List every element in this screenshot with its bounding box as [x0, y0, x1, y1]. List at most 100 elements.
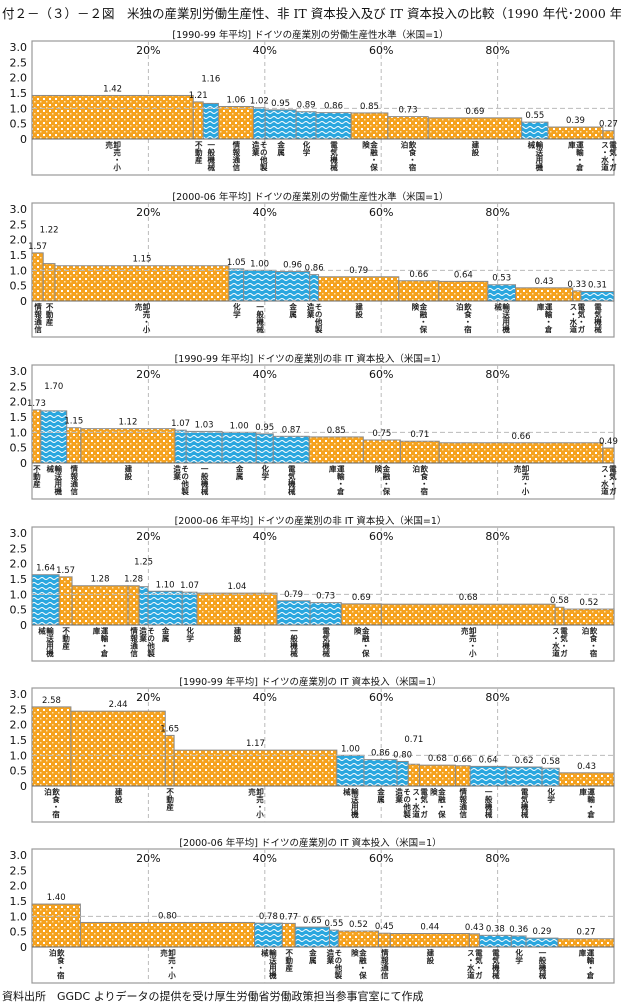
- y-tick-label: 1.0: [10, 426, 28, 439]
- category-label: 卸売・小売: [104, 141, 122, 171]
- data-label: 0.80: [158, 911, 177, 921]
- data-label: 0.68: [428, 754, 447, 764]
- data-label: 0.66: [453, 755, 472, 765]
- y-tick-label: 0: [20, 619, 27, 632]
- data-label: 0.96: [283, 261, 302, 271]
- category-label: 飲食・宿泊: [580, 627, 598, 657]
- bar: [308, 436, 364, 464]
- category-label: 化学: [514, 949, 524, 964]
- y-tick-label: 0: [20, 457, 27, 470]
- bar: [221, 431, 257, 464]
- data-label: 0.77: [279, 912, 298, 922]
- category-label: その他製造業: [172, 465, 190, 495]
- category-label: 金属: [288, 303, 298, 318]
- data-label: 0.65: [303, 916, 322, 926]
- category-label: 電気機械: [491, 949, 501, 979]
- data-label: 1.17: [246, 739, 265, 749]
- x-tick-label: 20%: [136, 44, 160, 57]
- data-label: 1.00: [250, 259, 269, 269]
- bar: [396, 760, 409, 787]
- data-label: 0.75: [372, 429, 391, 439]
- data-label: 1.42: [103, 84, 122, 94]
- category-label: その他製造業: [394, 788, 412, 818]
- category-label: 電気・ガス・水道: [600, 465, 618, 495]
- data-label: 0.39: [566, 116, 585, 126]
- x-tick-label: 60%: [369, 530, 393, 543]
- bar: [42, 263, 56, 302]
- data-label: 1.70: [44, 382, 63, 392]
- bar: [192, 101, 204, 140]
- data-label: 0.66: [409, 270, 428, 280]
- category-label: 不動産: [194, 141, 204, 164]
- y-tick-label: 0: [20, 295, 27, 308]
- category-label: 不動産: [61, 627, 71, 650]
- bar: [254, 922, 283, 948]
- bar: [427, 117, 523, 140]
- category-label: 輸送用機械: [37, 627, 55, 657]
- data-label: 0.68: [459, 593, 478, 603]
- chart-svg: 0 0.5 1.0 1.5 2.0 2.5 3.0 20% 40% 60% 80% 1.40 0.80 0…: [10, 848, 615, 984]
- bar: [377, 932, 391, 948]
- bar: [66, 427, 82, 464]
- data-label: 0.85: [360, 102, 379, 112]
- bar: [164, 734, 175, 787]
- category-label: 飲食・宿泊: [400, 141, 418, 171]
- data-label: 1.15: [64, 417, 83, 427]
- y-tick-label: 0.5: [10, 280, 28, 293]
- data-label: 0.43: [535, 277, 554, 287]
- y-tick-label: 1.5: [10, 573, 28, 586]
- x-tick-label: 80%: [485, 368, 509, 381]
- category-label: 建設: [232, 627, 242, 642]
- panel-title: [1990-99 年平均] ドイツの産業別の非 IT 資本投入（米国=1）: [174, 354, 447, 365]
- category-label: 電気機械: [321, 627, 331, 657]
- data-label: 1.57: [28, 242, 47, 252]
- y-tick-label: 2.0: [10, 234, 28, 247]
- bar: [58, 576, 73, 626]
- data-label: 0.86: [371, 749, 390, 759]
- x-tick-label: 60%: [369, 852, 393, 865]
- data-label: 0.86: [305, 264, 324, 274]
- bar: [469, 765, 507, 787]
- chart-panel: [1990-99 年平均] ドイツの産業別の非 IT 資本投入（米国=1） 0 0.…: [0, 349, 621, 511]
- bar: [295, 111, 317, 140]
- bar: [272, 435, 310, 464]
- category-label: 情報通信: [33, 303, 43, 333]
- x-tick-label: 20%: [136, 852, 160, 865]
- data-label: 0.64: [454, 270, 473, 280]
- chart-svg: 0 0.5 1.0 1.5 2.0 2.5 3.0 20% 40% 60% 80% 1.42 1.21 1…: [10, 40, 618, 176]
- y-tick-label: 2.0: [10, 880, 28, 893]
- x-tick-label: 20%: [136, 530, 160, 543]
- panel-title: [1990-99 年平均] ドイツの産業別の IT 資本投入（米国=1）: [179, 677, 442, 688]
- data-label: 1.65: [160, 724, 179, 734]
- x-tick-label: 40%: [253, 368, 277, 381]
- bar: [174, 429, 187, 464]
- data-label: 0.66: [512, 432, 531, 442]
- data-label: 0.79: [284, 590, 303, 600]
- bar: [602, 447, 615, 464]
- category-label: 一般機械: [537, 949, 547, 979]
- data-label: 0.43: [577, 762, 596, 772]
- bar: [31, 574, 60, 626]
- data-label: 0.73: [316, 592, 335, 602]
- y-tick-label: 0.5: [10, 604, 28, 617]
- data-label: 0.87: [282, 425, 301, 435]
- category-label: 不動産: [284, 949, 294, 972]
- y-tick-label: 1.0: [10, 749, 28, 762]
- category-label: 卸売・小売: [513, 465, 531, 495]
- data-label: 2.58: [42, 696, 61, 706]
- data-label: 0.95: [255, 423, 274, 433]
- bar: [557, 938, 615, 948]
- data-label: 0.80: [393, 750, 412, 760]
- data-label: 0.53: [492, 274, 511, 284]
- category-label: 情報通信: [69, 465, 79, 495]
- category-label: 建設: [114, 788, 124, 803]
- data-label: 1.07: [180, 581, 199, 591]
- data-label: 1.03: [195, 420, 214, 430]
- data-label: 1.07: [171, 419, 190, 429]
- bar: [580, 290, 615, 302]
- bar: [309, 602, 342, 626]
- category-label: 卸売・小売: [159, 949, 177, 979]
- category-label: 不動産: [165, 788, 175, 811]
- category-label: 情報通信: [458, 788, 468, 818]
- category-label: 一般機械: [484, 788, 494, 818]
